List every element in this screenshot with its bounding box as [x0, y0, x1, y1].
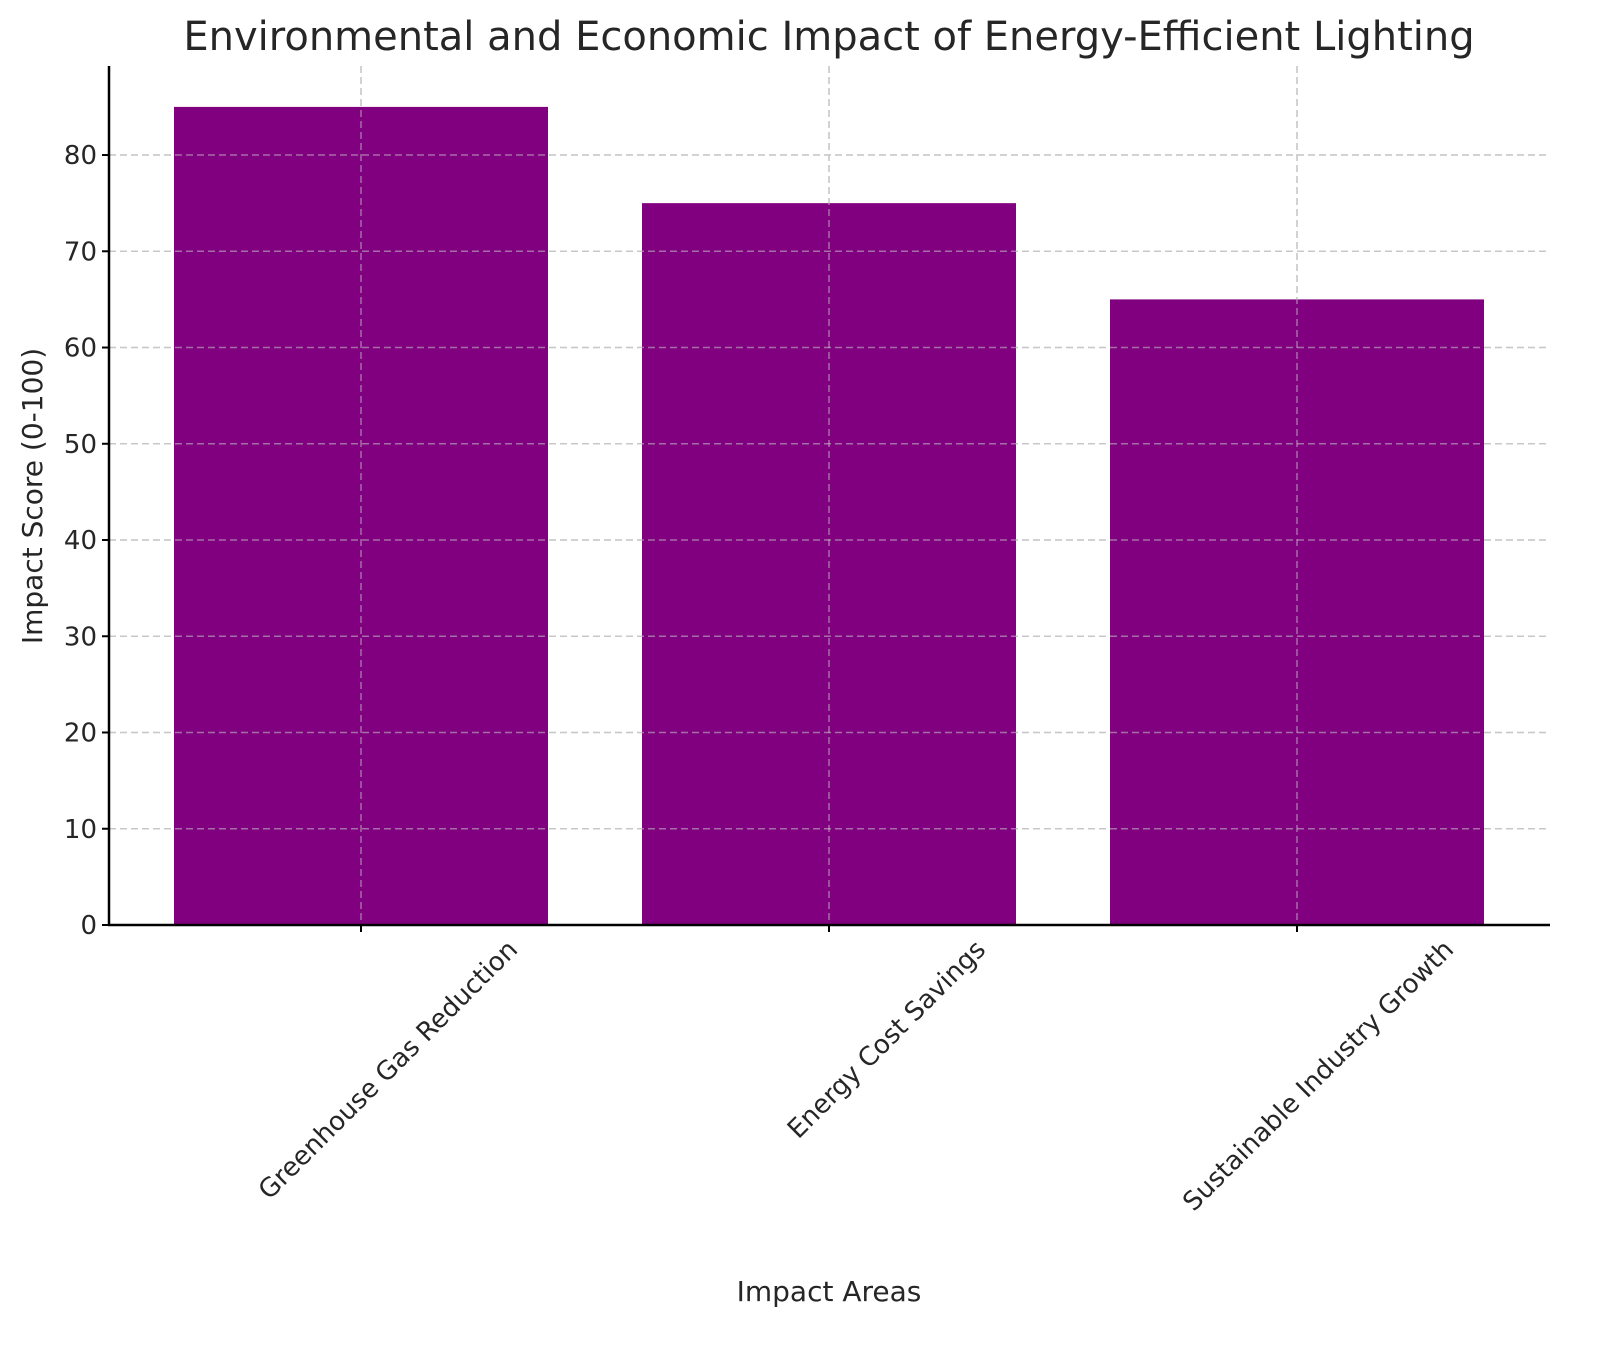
- y-tick-label: 80: [64, 141, 97, 171]
- bars-layer: [109, 66, 1550, 926]
- y-tick-label: 70: [64, 237, 97, 267]
- y-tick-label: 20: [64, 719, 97, 749]
- bar: [174, 106, 548, 925]
- y-tick-label: 0: [80, 911, 97, 941]
- chart-title: Environmental and Economic Impact of Ene…: [183, 14, 1474, 60]
- x-tick-label: Greenhouse Gas Reduction: [253, 935, 524, 1206]
- x-tick-label: Energy Cost Savings: [782, 935, 992, 1145]
- y-axis-label: Impact Score (0-100): [16, 348, 49, 644]
- y-tick-label: 60: [64, 334, 97, 364]
- x-axis-label: Impact Areas: [737, 1275, 922, 1308]
- y-tick-label: 30: [64, 622, 97, 652]
- y-tick-label: 50: [64, 430, 97, 460]
- y-tick-label: 10: [64, 815, 97, 845]
- x-tick-label: Sustainable Industry Growth: [1177, 935, 1460, 1218]
- y-tick-label: 40: [64, 526, 97, 556]
